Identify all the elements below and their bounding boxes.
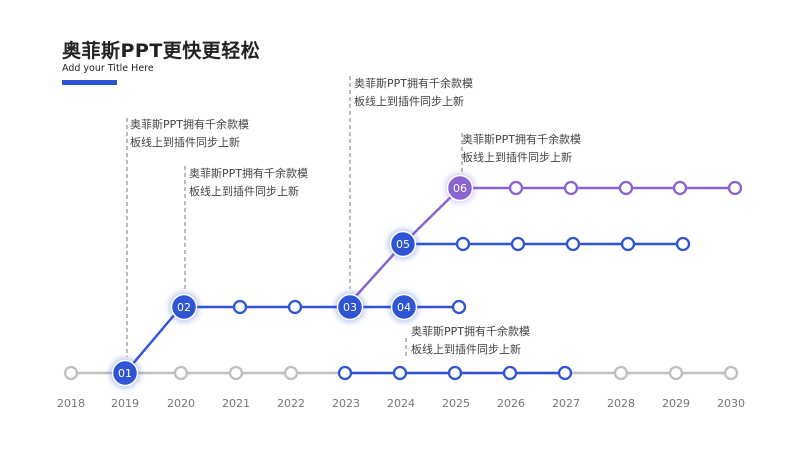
year-label-2025: 2025 bbox=[442, 397, 470, 410]
year-label-2024: 2024 bbox=[387, 397, 415, 410]
node-level1-1 bbox=[232, 299, 248, 315]
milestone-badge-02 bbox=[170, 293, 198, 321]
note-2020: 奥菲斯PPT拥有千余款模 板线上到插件同步上新 bbox=[189, 167, 308, 198]
year-label-2023: 2023 bbox=[332, 397, 360, 410]
milestone-badge-06 bbox=[446, 174, 474, 202]
node-baseline-2024 bbox=[392, 365, 408, 381]
year-label-2028: 2028 bbox=[607, 397, 635, 410]
milestone-badge-04 bbox=[390, 293, 418, 321]
node-baseline-2025 bbox=[447, 365, 463, 381]
node-baseline-2028 bbox=[613, 365, 629, 381]
node-baseline-2027 bbox=[557, 365, 573, 381]
node-level2-4 bbox=[620, 236, 636, 252]
year-label-2018: 2018 bbox=[57, 397, 85, 410]
milestone-badge-03 bbox=[336, 293, 364, 321]
year-label-2026: 2026 bbox=[497, 397, 525, 410]
node-level2-3 bbox=[565, 236, 581, 252]
page-title: 奥菲斯PPT更快更轻松 bbox=[62, 40, 261, 62]
note-2023: 奥菲斯PPT拥有千余款模 板线上到插件同步上新 bbox=[354, 77, 473, 108]
year-label-2027: 2027 bbox=[552, 397, 580, 410]
title-accent-bar bbox=[62, 80, 117, 85]
note-2019: 奥菲斯PPT拥有千余款模 板线上到插件同步上新 bbox=[130, 118, 249, 149]
node-baseline-2018 bbox=[63, 365, 79, 381]
milestone-badge-01 bbox=[111, 359, 139, 387]
node-baseline-2022 bbox=[283, 365, 299, 381]
year-label-2030: 2030 bbox=[717, 397, 745, 410]
node-level3-5 bbox=[727, 180, 743, 196]
note-2024: 奥菲斯PPT拥有千余款模 板线上到插件同步上新 bbox=[411, 325, 530, 356]
milestone-badge-05 bbox=[389, 230, 417, 258]
note-2025: 奥菲斯PPT拥有千余款模 板线上到插件同步上新 bbox=[462, 133, 581, 164]
milestone-label-04: 04 bbox=[397, 301, 411, 314]
year-label-2022: 2022 bbox=[277, 397, 305, 410]
page-subtitle: Add your Title Here bbox=[62, 63, 154, 74]
node-baseline-2021 bbox=[228, 365, 244, 381]
year-label-2020: 2020 bbox=[167, 397, 195, 410]
node-level2-1 bbox=[455, 236, 471, 252]
node-baseline-2029 bbox=[668, 365, 684, 381]
node-level1-3 bbox=[451, 299, 467, 315]
node-baseline-2026 bbox=[502, 365, 518, 381]
node-level2-2 bbox=[510, 236, 526, 252]
node-level1-2 bbox=[287, 299, 303, 315]
node-level3-1 bbox=[508, 180, 524, 196]
milestone-label-02: 02 bbox=[177, 301, 191, 314]
year-label-2029: 2029 bbox=[662, 397, 690, 410]
year-label-2021: 2021 bbox=[222, 397, 250, 410]
node-baseline-2030 bbox=[723, 365, 739, 381]
milestone-label-05: 05 bbox=[396, 238, 410, 251]
year-label-2019: 2019 bbox=[111, 397, 139, 410]
node-level3-2 bbox=[563, 180, 579, 196]
node-baseline-2023 bbox=[337, 365, 353, 381]
node-baseline-2020 bbox=[173, 365, 189, 381]
milestone-label-01: 01 bbox=[118, 367, 132, 380]
node-level3-4 bbox=[672, 180, 688, 196]
node-level2-5 bbox=[675, 236, 691, 252]
node-level3-3 bbox=[618, 180, 634, 196]
milestone-label-03: 03 bbox=[343, 301, 357, 314]
milestone-label-06: 06 bbox=[453, 182, 467, 195]
